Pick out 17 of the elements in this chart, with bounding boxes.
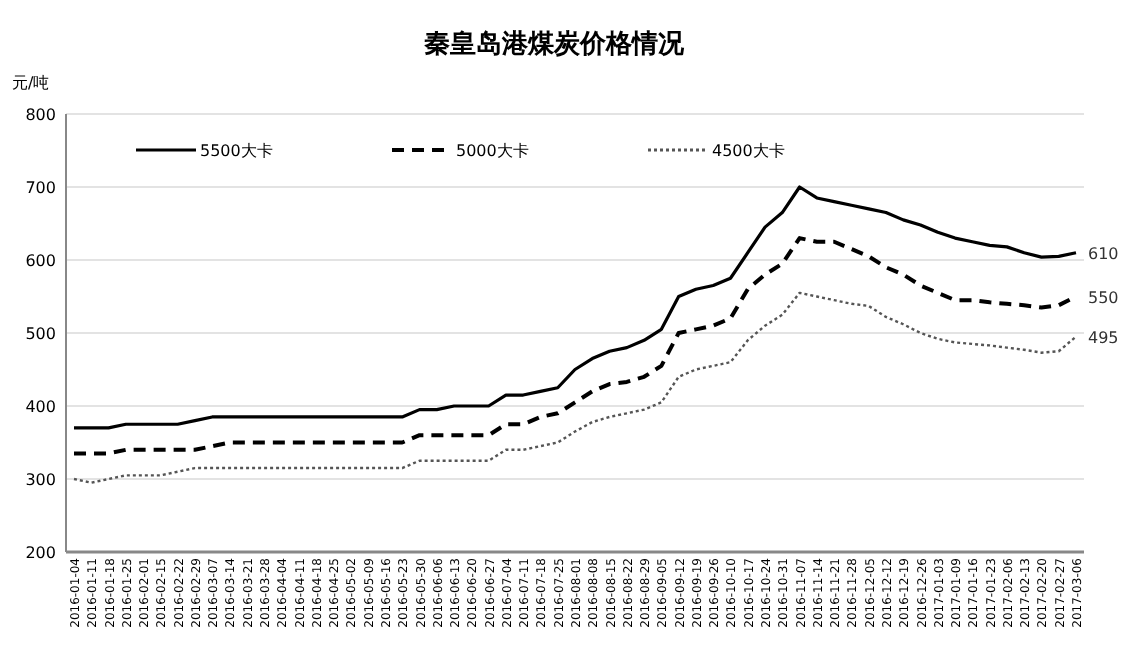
line-series [72, 291, 1078, 484]
y-tick-label: 700 [25, 179, 56, 197]
data-label: 610 [1088, 244, 1119, 263]
legend-label: 5000大卡 [456, 142, 529, 160]
data-label: 495 [1088, 328, 1119, 347]
y-tick-label: 300 [25, 471, 56, 489]
y-tick-label: 500 [25, 325, 56, 343]
y-tick-label: 200 [25, 544, 56, 562]
y-axis-title: 元/吨 [12, 74, 50, 92]
data-label: 550 [1088, 288, 1119, 307]
chart-title: 秦皇岛港煤炭价格情况 [424, 30, 686, 60]
legend-label: 5500大卡 [200, 142, 273, 160]
y-tick-label: 600 [25, 252, 56, 270]
legend-label: 4500大卡 [712, 142, 785, 160]
y-tick-label: 400 [25, 398, 56, 416]
y-tick-label: 800 [25, 106, 56, 124]
line-series [72, 185, 1078, 430]
